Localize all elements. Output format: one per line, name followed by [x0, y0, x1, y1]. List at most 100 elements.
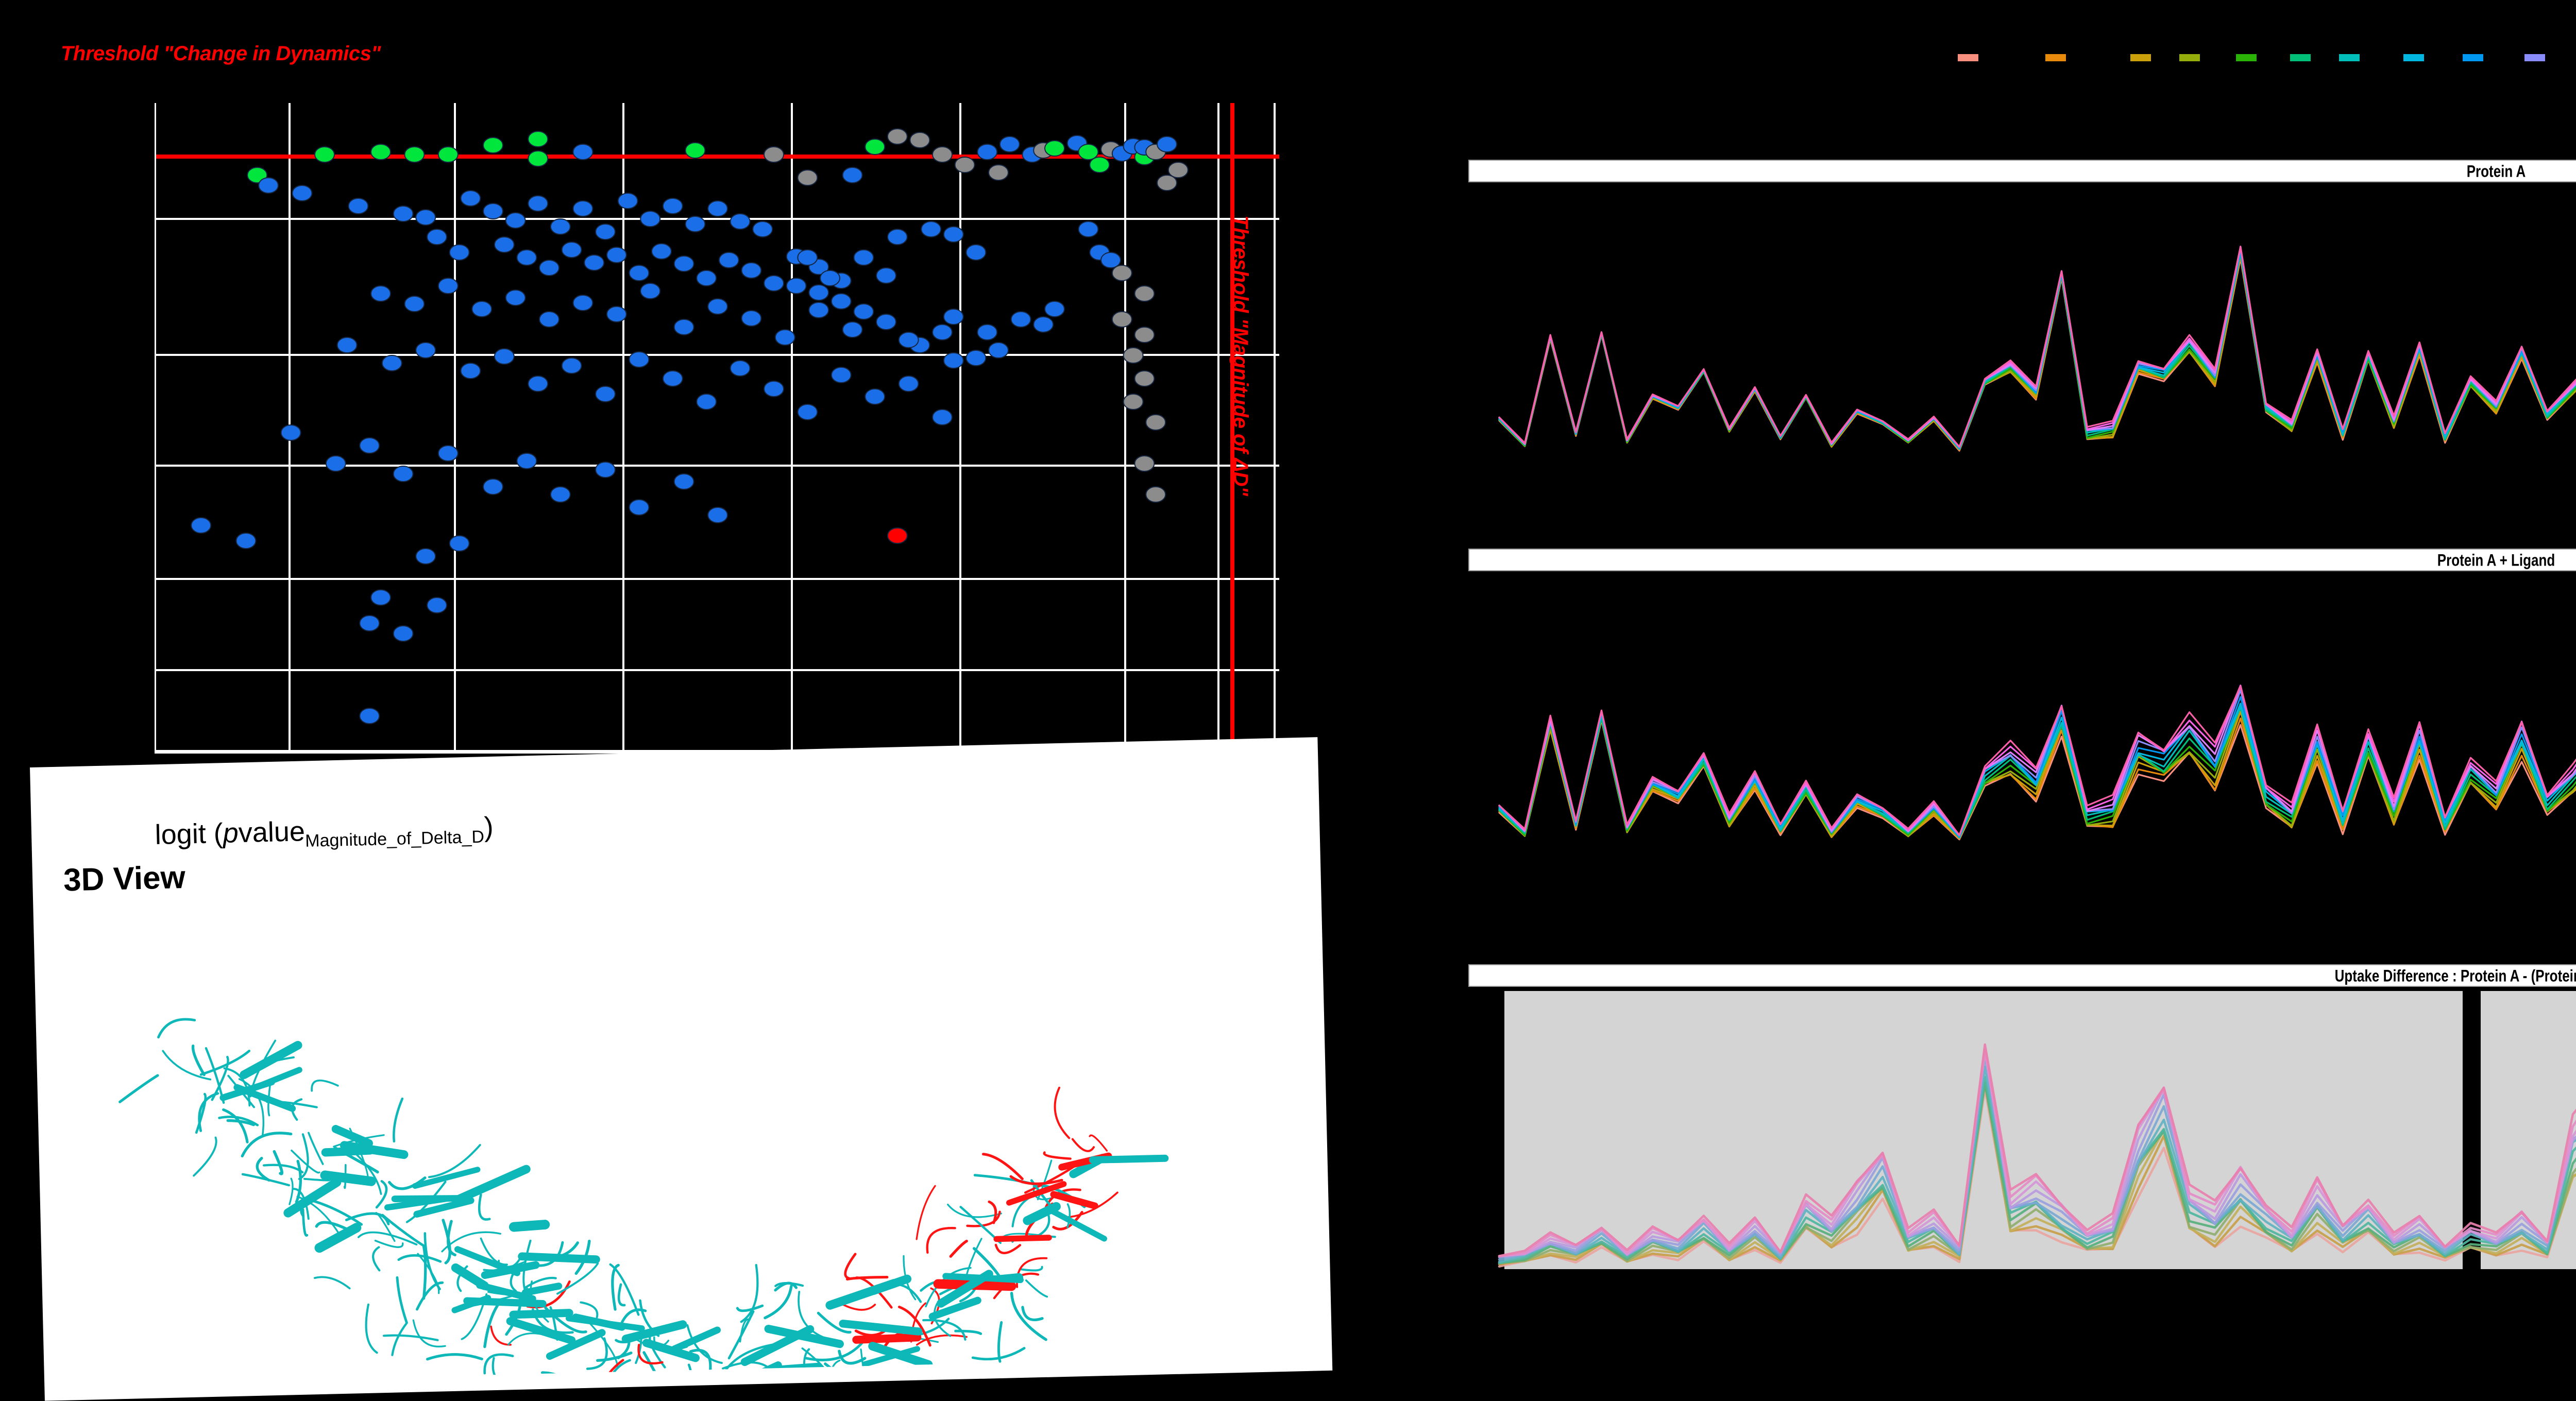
- volcano-point[interactable]: [235, 533, 257, 549]
- trace-line[interactable]: [1498, 642, 2576, 836]
- volcano-point[interactable]: [516, 249, 537, 266]
- trace-line[interactable]: [1498, 1049, 2576, 1259]
- volcano-point[interactable]: [887, 128, 908, 145]
- volcano-point[interactable]: [314, 146, 335, 163]
- volcano-point[interactable]: [640, 283, 661, 299]
- volcano-point[interactable]: [707, 298, 728, 315]
- volcano-point[interactable]: [336, 337, 358, 353]
- trace-line[interactable]: [1498, 1050, 2576, 1257]
- trace-line[interactable]: [1498, 249, 2576, 449]
- trace-line[interactable]: [1498, 640, 2576, 836]
- trace-line[interactable]: [1498, 1049, 2576, 1258]
- volcano-point[interactable]: [1044, 140, 1065, 157]
- volcano-point[interactable]: [988, 164, 1009, 181]
- protein-ribbon-diagram[interactable]: [95, 894, 1240, 1401]
- volcano-point[interactable]: [528, 131, 549, 147]
- volcano-point[interactable]: [617, 193, 638, 209]
- volcano-point[interactable]: [977, 324, 998, 340]
- trace-line[interactable]: [1498, 246, 2576, 448]
- volcano-point[interactable]: [1123, 394, 1144, 410]
- volcano-point[interactable]: [460, 363, 481, 379]
- volcano-point[interactable]: [348, 198, 369, 214]
- trace-line[interactable]: [1498, 641, 2576, 836]
- volcano-point[interactable]: [370, 144, 391, 160]
- volcano-point[interactable]: [370, 285, 391, 302]
- trace-line[interactable]: [1498, 1082, 2576, 1265]
- legend-swatch[interactable]: [2045, 54, 2066, 61]
- volcano-point[interactable]: [921, 221, 942, 237]
- volcano-point[interactable]: [1134, 285, 1155, 302]
- volcano-point[interactable]: [1033, 316, 1054, 333]
- legend-swatch[interactable]: [2463, 54, 2483, 61]
- volcano-point[interactable]: [662, 198, 683, 214]
- volcano-point[interactable]: [887, 229, 908, 245]
- volcano-point[interactable]: [1157, 175, 1177, 191]
- volcano-point[interactable]: [1044, 301, 1065, 317]
- volcano-point[interactable]: [943, 226, 964, 243]
- trace-line[interactable]: [1498, 255, 2576, 451]
- volcano-point[interactable]: [393, 206, 414, 222]
- volcano-point[interactable]: [977, 144, 998, 160]
- legend-swatch[interactable]: [1958, 54, 1978, 61]
- volcano-point[interactable]: [932, 146, 953, 163]
- volcano-point[interactable]: [1111, 265, 1132, 281]
- volcano-point[interactable]: [865, 388, 886, 405]
- volcano-point[interactable]: [404, 146, 425, 163]
- volcano-point[interactable]: [449, 535, 470, 552]
- volcano-point[interactable]: [359, 708, 380, 724]
- volcano-point[interactable]: [730, 360, 751, 377]
- volcano-point[interactable]: [494, 348, 515, 365]
- volcano-point[interactable]: [887, 527, 908, 544]
- volcano-point[interactable]: [427, 229, 447, 245]
- legend-swatch[interactable]: [2130, 54, 2151, 61]
- volcano-point[interactable]: [696, 394, 717, 410]
- trace-line[interactable]: [1498, 675, 2576, 839]
- volcano-point[interactable]: [662, 370, 683, 387]
- volcano-point[interactable]: [572, 200, 594, 217]
- volcano-point[interactable]: [764, 381, 784, 397]
- volcano-point[interactable]: [831, 293, 852, 310]
- volcano-point[interactable]: [865, 139, 886, 155]
- volcano-point[interactable]: [629, 499, 650, 516]
- volcano-point[interactable]: [1010, 311, 1031, 328]
- volcano-point[interactable]: [584, 254, 605, 271]
- volcano-point[interactable]: [471, 301, 493, 317]
- trace-line[interactable]: [1498, 636, 2576, 836]
- volcano-point[interactable]: [1078, 221, 1099, 237]
- volcano-point[interactable]: [965, 350, 987, 366]
- volcano-plot-area[interactable]: [155, 103, 1279, 754]
- volcano-point[interactable]: [516, 453, 537, 469]
- volcano-point[interactable]: [505, 212, 526, 229]
- volcano-point[interactable]: [572, 295, 594, 311]
- volcano-point[interactable]: [1157, 136, 1177, 152]
- volcano-point[interactable]: [359, 615, 380, 631]
- volcano-point[interactable]: [786, 278, 807, 294]
- volcano-point[interactable]: [437, 445, 459, 462]
- volcano-point[interactable]: [427, 597, 447, 613]
- volcano-point[interactable]: [483, 203, 503, 219]
- volcano-point[interactable]: [528, 150, 549, 167]
- volcano-point[interactable]: [640, 211, 661, 227]
- volcano-point[interactable]: [292, 185, 313, 201]
- volcano-point[interactable]: [673, 319, 694, 335]
- volcano-point[interactable]: [629, 265, 650, 281]
- trace-line[interactable]: [1498, 1082, 2576, 1266]
- volcano-point[interactable]: [280, 424, 301, 441]
- volcano-point[interactable]: [437, 146, 459, 163]
- trace-line[interactable]: [1498, 252, 2576, 450]
- volcano-point[interactable]: [595, 224, 616, 240]
- volcano-point[interactable]: [325, 455, 346, 472]
- volcano-point[interactable]: [707, 200, 728, 217]
- trace-chart-uptake-difference[interactable]: [1468, 987, 2576, 1276]
- volcano-point[interactable]: [505, 289, 526, 306]
- volcano-point[interactable]: [954, 157, 975, 173]
- volcano-point[interactable]: [1167, 162, 1189, 178]
- volcano-point[interactable]: [595, 386, 616, 402]
- trace-line[interactable]: [1498, 1049, 2576, 1258]
- volcano-point[interactable]: [943, 352, 964, 369]
- volcano-point[interactable]: [707, 507, 728, 523]
- legend-swatch[interactable]: [2403, 54, 2424, 61]
- volcano-point[interactable]: [483, 479, 503, 495]
- volcano-point[interactable]: [1100, 252, 1121, 268]
- volcano-point[interactable]: [774, 329, 795, 346]
